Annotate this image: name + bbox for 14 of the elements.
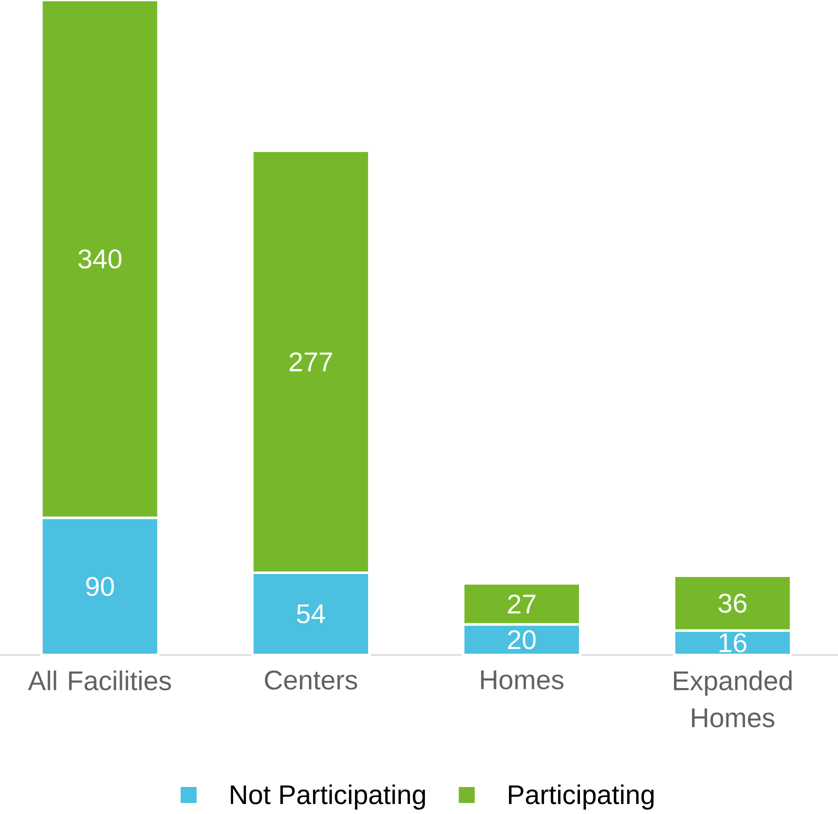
data-label: 16: [720, 633, 746, 652]
x-tick-label: Expanded Homes: [674, 670, 792, 728]
data-label: 54: [296, 604, 326, 624]
data-label: 277: [290, 352, 332, 372]
data-label: 36: [718, 594, 746, 613]
legend-label: Participating: [508, 784, 654, 810]
x-tick-label: Centers: [264, 670, 358, 690]
data-label: 27: [508, 594, 536, 614]
data-label: 340: [78, 249, 122, 269]
x-tick-label: Homes: [481, 670, 564, 690]
data-label: 90: [86, 576, 114, 596]
data-label: 20: [508, 630, 536, 650]
x-tick-label: All Facilities: [28, 670, 171, 690]
legend-label: Not Participating: [230, 784, 425, 810]
